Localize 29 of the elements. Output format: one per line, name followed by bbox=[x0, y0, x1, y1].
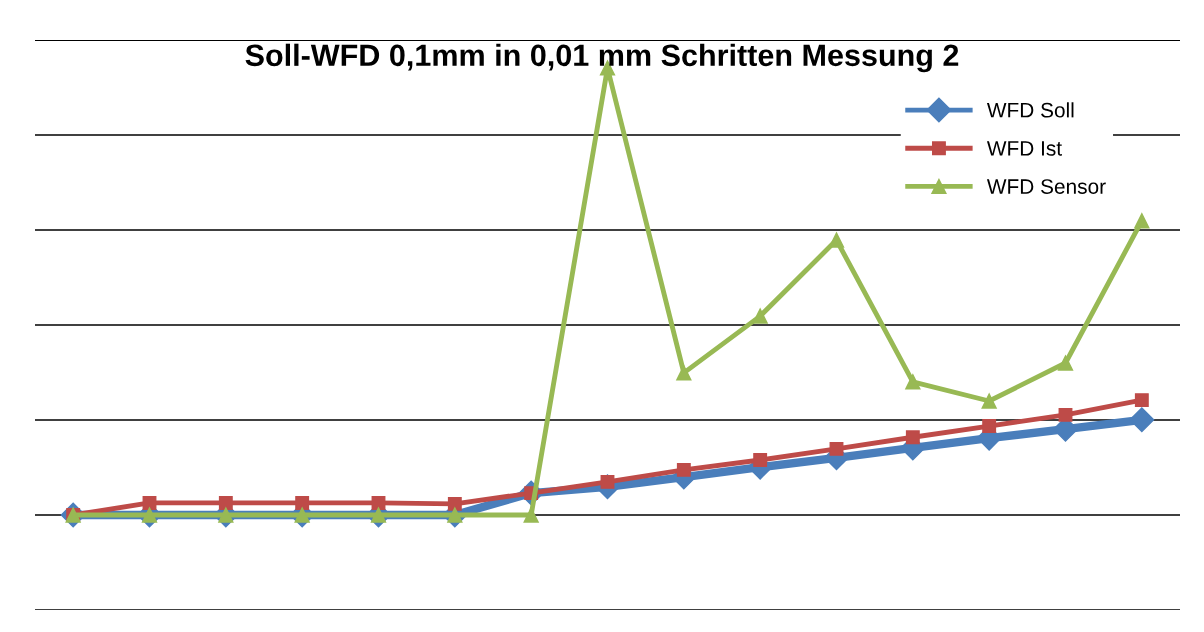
point bbox=[523, 507, 539, 523]
point bbox=[218, 495, 233, 510]
point bbox=[1134, 393, 1149, 408]
point bbox=[1057, 355, 1074, 371]
point bbox=[371, 495, 386, 510]
point bbox=[981, 393, 997, 409]
point bbox=[370, 507, 387, 523]
point bbox=[982, 419, 997, 433]
point bbox=[752, 308, 768, 324]
point bbox=[295, 495, 310, 510]
point bbox=[1129, 407, 1155, 433]
point bbox=[676, 462, 691, 477]
legend-label: WFD Sensor bbox=[986, 179, 1106, 194]
point bbox=[141, 507, 158, 523]
legend-label: WFD Soll bbox=[986, 102, 1074, 118]
chart-title: Soll-WFD 0,1mm in 0,01 mm Schritten Messung 2 bbox=[245, 43, 959, 73]
point bbox=[829, 441, 844, 456]
point bbox=[676, 365, 692, 381]
point bbox=[447, 507, 463, 523]
point bbox=[1134, 213, 1150, 229]
point bbox=[142, 495, 157, 510]
point bbox=[753, 453, 768, 467]
legend-label: WFD Ist bbox=[986, 141, 1062, 156]
point bbox=[294, 507, 310, 523]
point bbox=[447, 496, 462, 511]
point bbox=[218, 507, 234, 523]
point bbox=[905, 374, 921, 390]
point bbox=[905, 430, 920, 445]
point bbox=[1058, 407, 1073, 422]
